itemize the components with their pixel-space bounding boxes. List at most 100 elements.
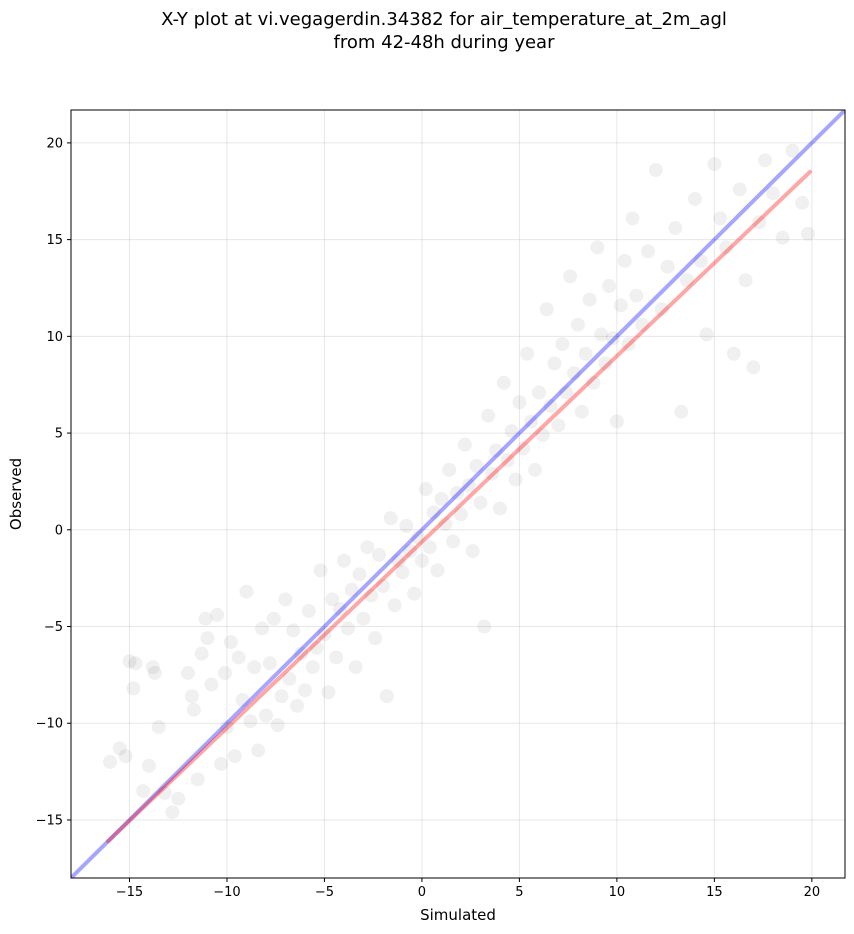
data-point — [668, 221, 683, 236]
data-point — [329, 650, 344, 665]
data-point — [473, 495, 488, 510]
data-point — [654, 302, 669, 317]
x-tick-label: −15 — [116, 885, 143, 900]
data-point — [290, 698, 305, 713]
data-point — [551, 418, 566, 433]
data-point — [500, 453, 515, 468]
data-point — [258, 708, 273, 723]
data-point — [286, 623, 301, 638]
y-tick-label: 5 — [55, 427, 63, 442]
y-tick-label: 20 — [46, 136, 63, 151]
data-point — [578, 346, 593, 361]
data-point — [180, 665, 195, 680]
data-point — [266, 611, 281, 626]
data-point — [278, 592, 293, 607]
data-point — [438, 516, 453, 531]
data-point — [274, 689, 289, 704]
data-point — [598, 356, 613, 371]
data-point — [336, 553, 351, 568]
data-point — [219, 720, 234, 735]
data-point — [570, 317, 585, 332]
data-point — [430, 563, 445, 578]
data-point — [348, 660, 363, 675]
x-tick-label: 5 — [515, 885, 523, 900]
data-point — [461, 478, 476, 493]
data-point — [368, 631, 383, 646]
data-point — [305, 660, 320, 675]
data-point — [190, 772, 205, 787]
y-axis-ticks: −15 −10 −5 0 5 10 15 20 — [36, 136, 71, 828]
y-tick-label: 10 — [46, 330, 63, 345]
data-point — [732, 182, 747, 197]
data-point — [333, 602, 348, 617]
data-point — [364, 588, 379, 603]
data-point — [582, 292, 597, 307]
data-point — [442, 462, 457, 477]
data-point — [313, 563, 328, 578]
data-point — [567, 366, 582, 381]
data-point — [375, 578, 390, 593]
grid-lines — [71, 110, 845, 878]
data-point — [481, 408, 496, 423]
data-point — [765, 186, 780, 201]
data-point — [198, 611, 213, 626]
data-point — [613, 298, 628, 313]
data-point — [247, 660, 262, 675]
data-point — [204, 677, 219, 692]
data-point — [194, 646, 209, 661]
data-point — [434, 491, 449, 506]
data-point — [165, 805, 180, 820]
data-point — [325, 592, 340, 607]
data-point — [171, 791, 186, 806]
data-point — [239, 584, 254, 599]
y-axis-label: Observed — [7, 458, 25, 530]
fit-lines — [71, 110, 845, 878]
data-point — [379, 689, 394, 704]
x-tick-label: −5 — [315, 885, 334, 900]
plot-frame — [70, 109, 846, 879]
data-point — [758, 153, 773, 168]
data-point — [128, 656, 143, 671]
data-point — [609, 414, 624, 429]
data-point — [687, 191, 702, 206]
data-point — [465, 544, 480, 559]
data-point — [713, 211, 728, 226]
data-point — [586, 375, 601, 390]
data-point — [785, 143, 800, 158]
data-point — [227, 749, 242, 764]
data-point — [184, 689, 199, 704]
data-point — [516, 441, 531, 456]
data-point — [270, 718, 285, 733]
y-tick-label: −10 — [36, 717, 63, 732]
x-tick-label: 0 — [418, 885, 426, 900]
data-point — [492, 501, 507, 516]
data-point — [699, 327, 714, 342]
data-point — [294, 646, 309, 661]
data-point — [210, 607, 225, 622]
data-point — [693, 253, 708, 268]
data-point — [407, 586, 422, 601]
data-point — [524, 414, 539, 429]
data-point — [660, 259, 675, 274]
data-point — [800, 226, 815, 241]
data-point — [102, 754, 117, 769]
data-point — [752, 215, 767, 230]
data-point — [621, 337, 636, 352]
data-point — [122, 654, 137, 669]
scatter-points — [102, 143, 815, 820]
data-point — [504, 424, 519, 439]
x-tick-label: 20 — [804, 885, 821, 900]
data-point — [563, 269, 578, 284]
data-point — [594, 327, 609, 342]
data-point — [512, 395, 527, 410]
data-point — [543, 398, 558, 413]
data-point — [547, 356, 562, 371]
x-tick-label: 15 — [706, 885, 723, 900]
data-point — [151, 720, 166, 735]
data-point — [387, 598, 402, 613]
data-point — [590, 240, 605, 255]
data-point — [414, 553, 429, 568]
data-point — [485, 466, 500, 481]
data-point — [446, 534, 461, 549]
